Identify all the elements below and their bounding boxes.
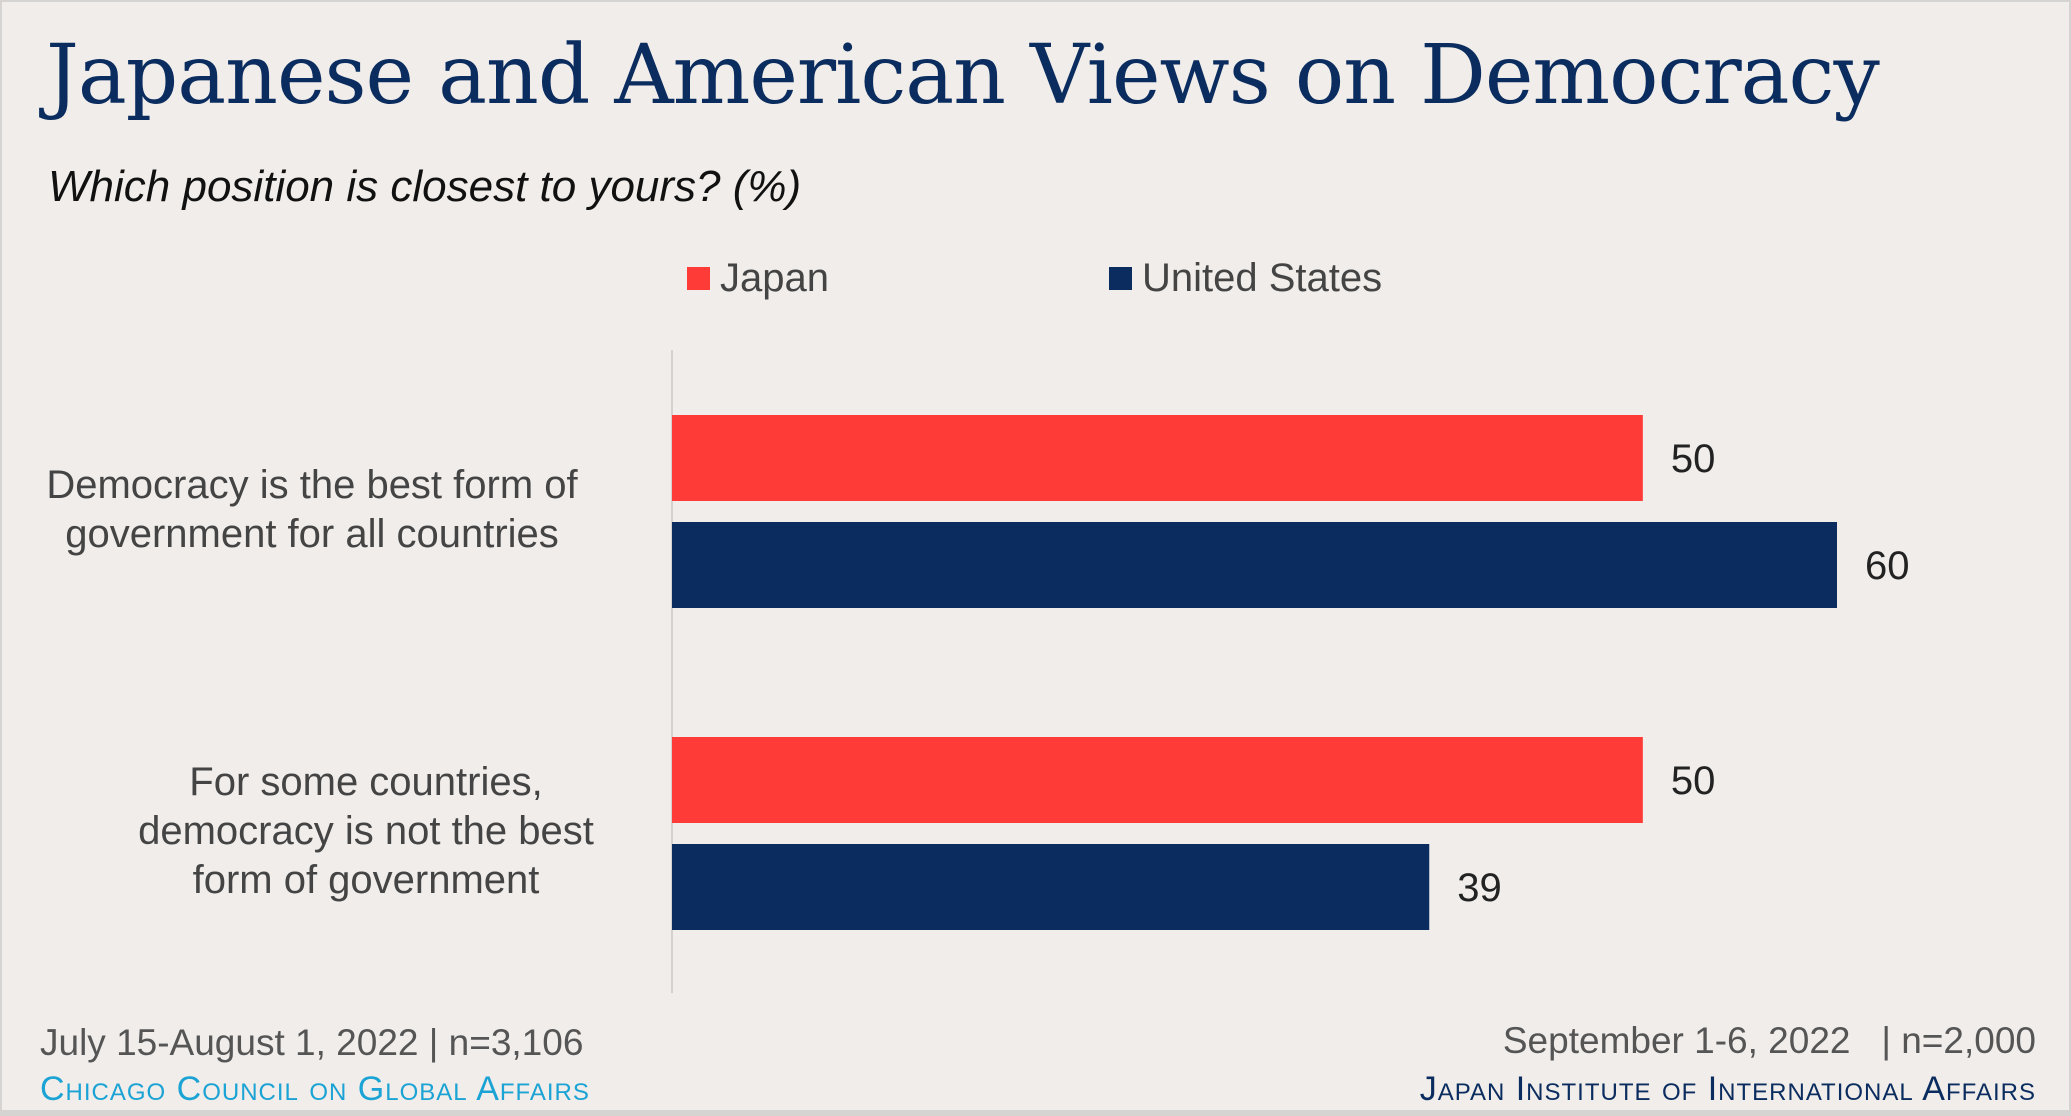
legend-item-united-states: United States	[1109, 256, 1382, 301]
footer-right-brand: Japan Institute of International Affairs	[1419, 1070, 2036, 1108]
category-label-line: Democracy is the best form of	[46, 463, 578, 507]
bar-japan-1	[672, 737, 1643, 823]
data-label: 50	[1671, 759, 1716, 803]
bar-united-states-0	[672, 522, 1837, 608]
category-label-line: form of government	[192, 858, 540, 902]
legend-label-japan: Japan	[720, 256, 829, 300]
data-label: 50	[1671, 437, 1716, 481]
data-label: 39	[1457, 866, 1502, 910]
bar-japan-0	[672, 415, 1643, 501]
category-label-line: For some countries,	[189, 760, 543, 804]
legend-item-japan: Japan	[687, 256, 829, 301]
legend-swatch-united-states	[1109, 267, 1132, 290]
footer-left-note: July 15-August 1, 2022 | n=3,106	[40, 1022, 584, 1063]
footer-right-note: September 1-6, 2022 | n=2,000	[1502, 1020, 2036, 1061]
legend-swatch-japan	[687, 267, 710, 290]
bar-united-states-1	[672, 844, 1430, 930]
category-label-line: government for all countries	[65, 512, 559, 556]
category-label-0: Democracy is the best form of government…	[0, 461, 624, 559]
data-label: 60	[1865, 544, 1910, 588]
category-label-line: democracy is not the best	[138, 809, 594, 853]
footer-left-brand: Chicago Council on Global Affairs	[40, 1070, 590, 1108]
category-label-1: For some countries, democracy is not the…	[60, 758, 672, 905]
legend-label-united-states: United States	[1142, 256, 1383, 300]
chart-title: Japanese and American Views on Democracy	[46, 28, 1880, 123]
chart-subtitle: Which position is closest to yours? (%)	[48, 162, 802, 211]
